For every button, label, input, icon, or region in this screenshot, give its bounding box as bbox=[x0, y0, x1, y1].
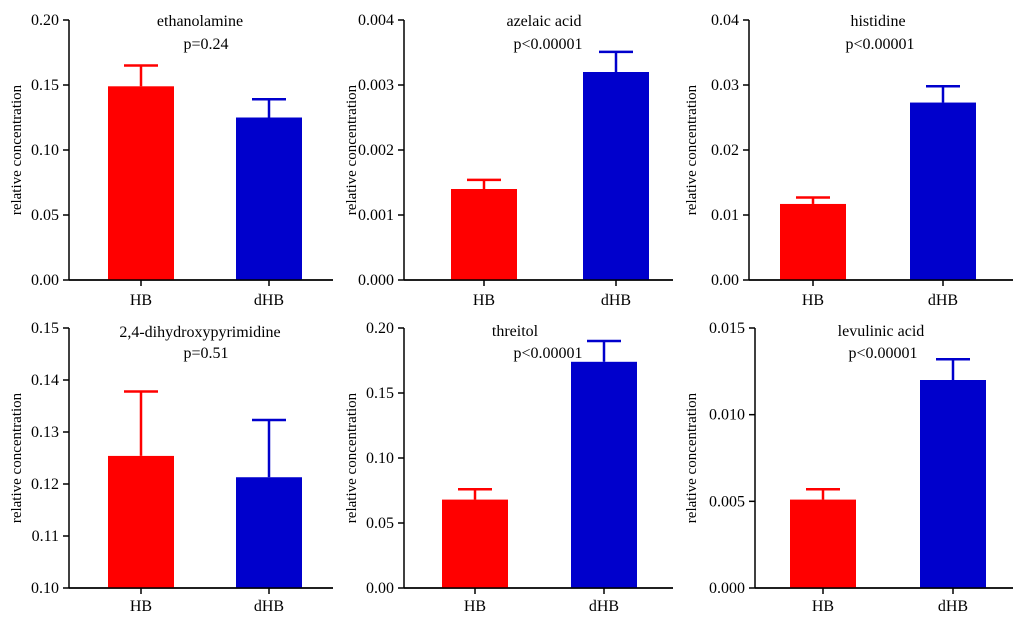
p-value-annotation: p<0.00001 bbox=[513, 345, 582, 362]
p-value-annotation: p<0.00001 bbox=[845, 36, 914, 53]
p-value-annotation: p=0.51 bbox=[183, 345, 228, 362]
bar-hb bbox=[451, 189, 517, 280]
x-category-label: dHB bbox=[589, 598, 619, 615]
x-category-label: HB bbox=[130, 292, 152, 309]
y-tick-label: 0.000 bbox=[358, 272, 394, 289]
x-category-label: dHB bbox=[928, 292, 958, 309]
y-axis-label: relative concentration bbox=[344, 84, 360, 215]
y-tick-label: 0.00 bbox=[31, 272, 59, 289]
x-category-label: dHB bbox=[254, 598, 284, 615]
y-tick-label: 0.15 bbox=[31, 320, 59, 337]
x-category-label: HB bbox=[812, 598, 834, 615]
chart-title: histidine bbox=[850, 13, 905, 30]
y-tick-label: 0.03 bbox=[711, 77, 739, 94]
x-category-label: HB bbox=[473, 292, 495, 309]
x-category-label: HB bbox=[130, 598, 152, 615]
y-tick-label: 0.12 bbox=[31, 476, 59, 493]
x-category-label: dHB bbox=[254, 292, 284, 309]
y-tick-label: 0.015 bbox=[709, 320, 745, 337]
bar-hb bbox=[790, 499, 856, 588]
bar-dhb bbox=[236, 477, 302, 588]
y-tick-label: 0.003 bbox=[358, 77, 394, 94]
y-axis-label: relative concentration bbox=[9, 392, 25, 523]
chart-panel-1: 0.00 0.05 0.10 0.15 0.20 HB dHB relative concen… bbox=[9, 12, 333, 309]
chart-panel-2: 0.000 0.001 0.002 0.003 0.004 HB dHB relative c… bbox=[344, 12, 673, 309]
y-tick-label: 0.20 bbox=[366, 320, 394, 337]
p-value-annotation: p<0.00001 bbox=[513, 36, 582, 53]
y-tick-label: 0.001 bbox=[358, 207, 394, 224]
bar-hb bbox=[108, 86, 174, 280]
bar-dhb bbox=[583, 72, 649, 280]
y-tick-label: 0.000 bbox=[709, 580, 745, 597]
chart-panel-3: 0.00 0.01 0.02 0.03 0.04 HB dHB relative concen… bbox=[684, 12, 1013, 309]
bar-dhb bbox=[910, 102, 976, 280]
y-tick-label: 0.14 bbox=[31, 372, 59, 389]
y-axis-label: relative concentration bbox=[684, 84, 700, 215]
chart-title: threitol bbox=[492, 323, 539, 340]
y-tick-label: 0.00 bbox=[366, 580, 394, 597]
chart-panel-5: 0.00 0.05 0.10 0.15 0.20 HB dHB relative concen… bbox=[344, 320, 673, 615]
p-value-annotation: p=0.24 bbox=[183, 36, 228, 53]
bar-dhb bbox=[920, 380, 986, 588]
x-category-label: HB bbox=[802, 292, 824, 309]
x-category-label: dHB bbox=[938, 598, 968, 615]
bar-hb bbox=[780, 203, 846, 280]
y-tick-label: 0.002 bbox=[358, 142, 394, 159]
y-tick-label: 0.11 bbox=[32, 528, 59, 545]
y-tick-label: 0.15 bbox=[31, 77, 59, 94]
y-tick-label: 0.05 bbox=[31, 207, 59, 224]
y-tick-label: 0.01 bbox=[711, 207, 739, 224]
chart-title: azelaic acid bbox=[506, 13, 581, 30]
p-value-annotation: p<0.00001 bbox=[848, 345, 917, 362]
y-tick-label: 0.04 bbox=[711, 12, 739, 29]
chart-title: 2,4-dihydroxypyrimidine bbox=[119, 324, 280, 341]
y-axis-label: relative concentration bbox=[684, 392, 700, 523]
chart-title: levulinic acid bbox=[838, 323, 925, 340]
y-tick-label: 0.02 bbox=[711, 142, 739, 159]
y-tick-label: 0.05 bbox=[366, 515, 394, 532]
bar-dhb bbox=[571, 361, 637, 588]
chart-panel-6: 0.000 0.005 0.010 0.015 HB dHB relative concen… bbox=[684, 320, 1013, 615]
chart-title: ethanolamine bbox=[157, 13, 243, 30]
y-axis-label: relative concentration bbox=[9, 84, 25, 215]
x-category-label: HB bbox=[464, 598, 486, 615]
bar-hb bbox=[108, 455, 174, 588]
bar-dhb bbox=[236, 117, 302, 280]
y-tick-label: 0.005 bbox=[709, 493, 745, 510]
chart-panel-4: 0.10 0.11 0.12 0.13 0.14 0.15 HB dHB relative co… bbox=[9, 320, 333, 615]
y-tick-label: 0.00 bbox=[711, 272, 739, 289]
y-tick-label: 0.10 bbox=[366, 450, 394, 467]
y-tick-label: 0.15 bbox=[366, 385, 394, 402]
x-category-label: dHB bbox=[601, 292, 631, 309]
y-tick-label: 0.10 bbox=[31, 580, 59, 597]
y-tick-label: 0.20 bbox=[31, 12, 59, 29]
y-tick-label: 0.004 bbox=[358, 12, 394, 29]
y-tick-label: 0.13 bbox=[31, 424, 59, 441]
y-axis-label: relative concentration bbox=[344, 392, 360, 523]
y-tick-label: 0.10 bbox=[31, 142, 59, 159]
bar-hb bbox=[442, 499, 508, 588]
y-tick-label: 0.010 bbox=[709, 407, 745, 424]
